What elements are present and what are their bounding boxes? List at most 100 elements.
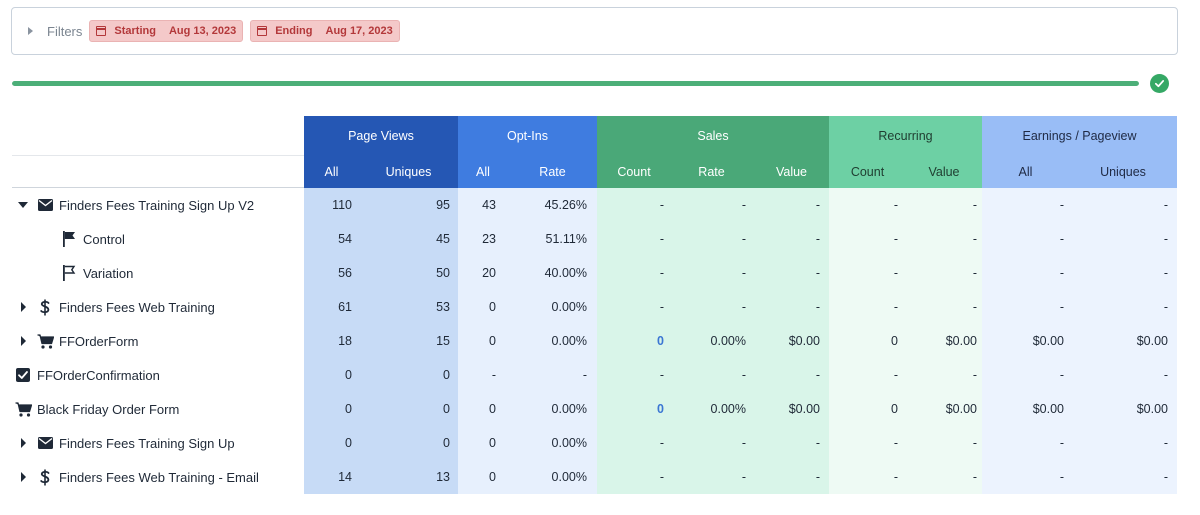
flag-solid-icon [58, 231, 80, 247]
row-name[interactable]: Finders Fees Training Sign Up [59, 435, 235, 451]
col-sales-value[interactable]: Value [752, 156, 829, 188]
table-row-2[interactable]: Variation 56 50 20 40.00% - - - - - - - [12, 256, 1177, 290]
filters-label[interactable]: Filters [47, 23, 83, 39]
header-opt-ins: Opt-Ins [458, 116, 597, 156]
stats-table: Page Views Opt-Ins Sales Recurring Earni… [12, 116, 1177, 494]
cell-rec-value: - [906, 256, 982, 290]
caret-right-icon[interactable] [20, 302, 26, 312]
cell-sales-count: 0 [597, 392, 671, 426]
row-name[interactable]: Finders Fees Web Training - Email [59, 469, 259, 485]
col-earn-all[interactable]: All [982, 156, 1069, 188]
ending-date: Aug 17, 2023 [325, 25, 393, 37]
cell-earn-all: - [982, 290, 1069, 324]
cell-sales-count: - [597, 460, 671, 494]
row-name[interactable]: Black Friday Order Form [37, 401, 180, 417]
cell-sales-value: - [752, 460, 829, 494]
header-recurring: Recurring [829, 116, 982, 156]
cell-pv-uniques: 45 [359, 222, 458, 256]
caret-right-icon[interactable] [20, 336, 26, 346]
cell-pv-all: 18 [304, 324, 359, 358]
cell-sales-count: - [597, 222, 671, 256]
cell-earn-uniques: $0.00 [1069, 392, 1177, 426]
row-name[interactable]: FFOrderConfirmation [37, 367, 160, 383]
cell-sales-value: $0.00 [752, 392, 829, 426]
table-row-4[interactable]: FFOrderForm 18 15 0 0.00% 0 0.00% $0.00 … [12, 324, 1177, 358]
cell-pv-all: 110 [304, 188, 359, 222]
ending-date-chip[interactable]: Ending Aug 17, 2023 [250, 20, 400, 42]
cell-pv-uniques: 50 [359, 256, 458, 290]
col-rec-value[interactable]: Value [906, 156, 982, 188]
header-sales: Sales [597, 116, 829, 156]
envelope-icon [34, 199, 56, 211]
filters-bar[interactable]: Filters Starting Aug 13, 2023 Ending Aug… [11, 7, 1178, 55]
cell-opt-all: 43 [458, 188, 508, 222]
expand-toggle[interactable] [12, 472, 34, 482]
col-sales-count[interactable]: Count [597, 156, 671, 188]
cell-earn-uniques: - [1069, 290, 1177, 324]
table-body: Finders Fees Training Sign Up V2 110 95 … [12, 188, 1177, 494]
table-row-8[interactable]: Finders Fees Web Training - Email 14 13 … [12, 460, 1177, 494]
cell-rec-value: - [906, 426, 982, 460]
caret-down-icon[interactable] [18, 202, 28, 208]
col-rec-count[interactable]: Count [829, 156, 906, 188]
cell-earn-all: - [982, 460, 1069, 494]
col-sales-rate[interactable]: Rate [671, 156, 752, 188]
checkbox-icon [12, 368, 34, 382]
cell-earn-uniques: - [1069, 426, 1177, 460]
cell-sales-rate: 0.00% [671, 324, 752, 358]
cell-opt-all: - [458, 358, 508, 392]
cell-sales-rate: - [671, 358, 752, 392]
cell-sales-rate: - [671, 426, 752, 460]
cell-sales-value: - [752, 290, 829, 324]
cell-sales-count: - [597, 426, 671, 460]
row-name[interactable]: Finders Fees Training Sign Up V2 [59, 197, 255, 213]
cell-opt-rate: 0.00% [508, 324, 597, 358]
cell-sales-count: 0 [597, 324, 671, 358]
cell-sales-count: - [597, 290, 671, 324]
cell-pv-all: 56 [304, 256, 359, 290]
header-spacer [12, 116, 304, 156]
table-row-1[interactable]: Control 54 45 23 51.11% - - - - - - - [12, 222, 1177, 256]
table-row-6[interactable]: Black Friday Order Form 0 0 0 0.00% 0 0.… [12, 392, 1177, 426]
expand-toggle[interactable] [12, 302, 34, 312]
cell-opt-rate: - [508, 358, 597, 392]
header-spacer [12, 156, 304, 188]
cell-rec-value: $0.00 [906, 392, 982, 426]
cell-sales-count: - [597, 358, 671, 392]
cell-pv-uniques: 13 [359, 460, 458, 494]
table-row-3[interactable]: Finders Fees Web Training 61 53 0 0.00% … [12, 290, 1177, 324]
col-opt-rate[interactable]: Rate [508, 156, 597, 188]
table-row-5[interactable]: FFOrderConfirmation 0 0 - - - - - - - - … [12, 358, 1177, 392]
caret-right-icon[interactable] [20, 472, 26, 482]
cell-sales-count: - [597, 256, 671, 290]
col-earn-uniques[interactable]: Uniques [1069, 156, 1177, 188]
cell-sales-value: - [752, 426, 829, 460]
row-name[interactable]: Variation [83, 265, 134, 281]
cell-pv-uniques: 95 [359, 188, 458, 222]
cell-opt-all: 0 [458, 426, 508, 460]
calendar-icon [257, 26, 268, 36]
cell-rec-count: - [829, 290, 906, 324]
col-pv-uniques[interactable]: Uniques [359, 156, 458, 188]
cell-sales-rate: 0.00% [671, 392, 752, 426]
expand-toggle[interactable] [12, 438, 34, 448]
cell-earn-uniques: - [1069, 222, 1177, 256]
expand-toggle[interactable] [12, 336, 34, 346]
row-name[interactable]: Finders Fees Web Training [59, 299, 215, 315]
row-name[interactable]: Control [83, 231, 125, 247]
check-circle-icon [1150, 74, 1169, 93]
caret-right-icon[interactable] [28, 27, 33, 35]
cell-sales-value: - [752, 188, 829, 222]
expand-toggle[interactable] [12, 202, 34, 208]
col-opt-all[interactable]: All [458, 156, 508, 188]
caret-right-icon[interactable] [20, 438, 26, 448]
table-row-0[interactable]: Finders Fees Training Sign Up V2 110 95 … [12, 188, 1177, 222]
col-pv-all[interactable]: All [304, 156, 359, 188]
cell-rec-value: - [906, 460, 982, 494]
cell-sales-rate: - [671, 290, 752, 324]
row-name[interactable]: FFOrderForm [59, 333, 139, 349]
starting-date-chip[interactable]: Starting Aug 13, 2023 [89, 20, 244, 42]
table-row-7[interactable]: Finders Fees Training Sign Up 0 0 0 0.00… [12, 426, 1177, 460]
cell-sales-rate: - [671, 256, 752, 290]
cell-opt-all: 0 [458, 460, 508, 494]
